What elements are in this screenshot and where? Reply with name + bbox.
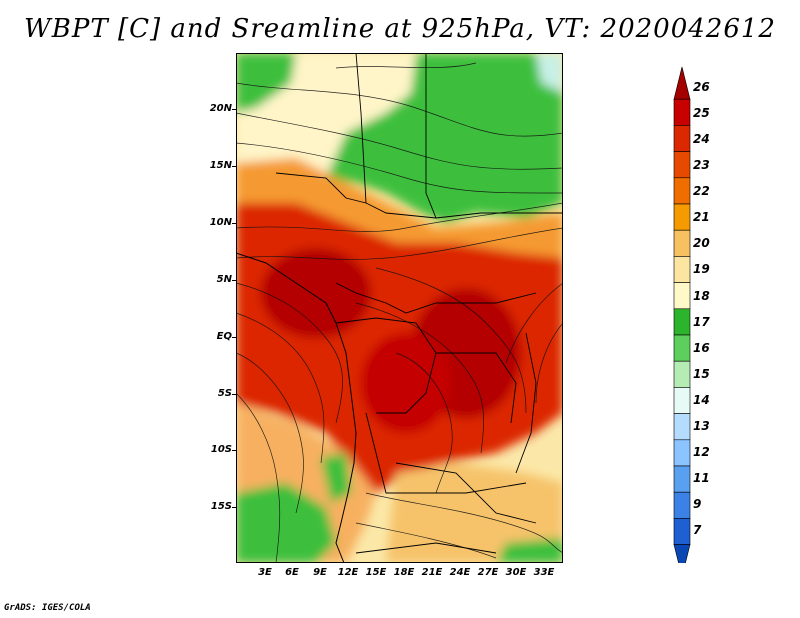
colorbar-label-14: 14 — [693, 393, 710, 407]
lon-label-27e: 27E — [477, 567, 499, 578]
lon-label-6e: 6E — [285, 567, 299, 578]
lon-label-21e: 21E — [421, 567, 443, 578]
colorbar-label-11: 11 — [693, 471, 710, 485]
map-title: WBPT [C] and Sreamline at 925hPa, VT: 20… — [24, 14, 776, 44]
colorbar-label-20: 20 — [693, 236, 710, 250]
colorbar-swatch — [673, 334, 691, 362]
lon-label-18e: 18E — [393, 567, 415, 578]
lat-label-15s: 15S — [210, 501, 232, 512]
credit-text: GrADS: IGES/COLA — [4, 603, 91, 613]
lat-label-15n: 15N — [209, 160, 232, 171]
colorbar-swatch — [673, 387, 691, 414]
colorbar-swatch — [673, 465, 691, 493]
colorbar-label-24: 24 — [693, 132, 710, 146]
lon-label-30e: 30E — [505, 567, 527, 578]
colorbar-label-23: 23 — [693, 158, 710, 172]
colorbar-swatch — [673, 151, 691, 179]
colorbar-label-15: 15 — [693, 367, 710, 381]
map-frame — [236, 53, 563, 563]
lon-label-24e: 24E — [449, 567, 471, 578]
lon-label-15e: 15E — [365, 567, 387, 578]
colorbar-swatch — [673, 439, 691, 467]
colorbar-swatch — [673, 66, 691, 100]
colorbar-swatch — [673, 544, 691, 563]
lon-label-12e: 12E — [337, 567, 359, 578]
lat-label-5n: 5N — [216, 274, 232, 285]
colorbar-swatch — [673, 282, 691, 310]
lon-label-9e: 9E — [313, 567, 327, 578]
colorbar-swatch — [673, 308, 691, 336]
lat-label-eq: EQ — [216, 331, 232, 342]
colorbar-label-7: 7 — [693, 523, 702, 537]
colorbar-swatch — [673, 203, 691, 231]
colorbar-label-17: 17 — [693, 315, 710, 329]
colorbar-swatch — [673, 229, 691, 257]
country-borders — [275, 53, 563, 554]
colorbar-label-18: 18 — [693, 289, 710, 303]
lon-label-3e: 3E — [258, 567, 272, 578]
green-sahel-zone — [326, 53, 563, 223]
colorbar-swatch — [673, 518, 691, 545]
colorbar-label-16: 16 — [693, 341, 710, 355]
lat-label-5s: 5S — [217, 388, 232, 399]
colorbar-swatch — [673, 491, 691, 519]
colorbar-swatch — [673, 125, 691, 152]
colorbar-label-26: 26 — [693, 80, 710, 94]
colorbar-label-21: 21 — [693, 210, 710, 224]
colorbar-label-9: 9 — [693, 497, 702, 511]
lon-label-33e: 33E — [533, 567, 555, 578]
colorbar-swatch — [673, 413, 691, 441]
coastline — [236, 252, 357, 563]
lat-label-10s: 10S — [210, 444, 232, 455]
colorbar — [673, 66, 691, 563]
lat-label-10n: 10N — [209, 217, 232, 228]
lat-label-20n: 20N — [209, 103, 232, 114]
streamlines — [236, 62, 563, 563]
colorbar-swatch — [673, 98, 691, 126]
colorbar-swatch — [673, 256, 691, 283]
colorbar-label-22: 22 — [693, 184, 710, 198]
colorbar-label-25: 25 — [693, 106, 710, 120]
colorbar-label-12: 12 — [693, 445, 710, 459]
colorbar-swatch — [673, 177, 691, 205]
colorbar-swatch — [673, 360, 691, 388]
colorbar-label-19: 19 — [693, 262, 710, 276]
map-panel — [236, 53, 563, 563]
colorbar-label-13: 13 — [693, 419, 710, 433]
